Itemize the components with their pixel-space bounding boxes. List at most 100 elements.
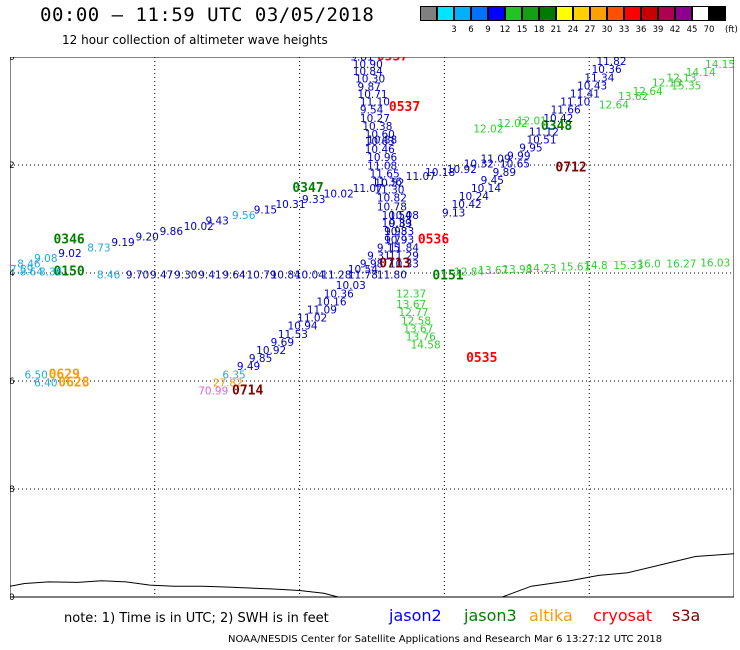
wave-height-label: 10.66 (589, 57, 619, 60)
wave-height-label: 9.20 (135, 232, 158, 244)
pass-time-label: 0537 (377, 57, 408, 64)
wave-height-label: 9.49 (237, 361, 260, 373)
legend-item-s3a: s3a (672, 606, 701, 625)
wave-height-label: 10.82 (377, 193, 407, 205)
scale-swatch (624, 6, 641, 21)
wave-height-label: 11.41 (570, 89, 600, 101)
pass-time-label: 0348 (541, 119, 572, 134)
wave-height-label: 10.32 (464, 159, 494, 171)
wave-height-label: 11.30 (374, 185, 404, 197)
wave-height-label: 9.89 (493, 167, 516, 179)
wave-height-label: 8.46 (97, 269, 121, 281)
wave-height-label: 10.42 (452, 199, 482, 211)
wave-height-label: 13.67 (478, 265, 508, 277)
scale-label: 12 (499, 25, 511, 35)
scale-swatch (692, 6, 709, 21)
wave-height-label: 12.37 (396, 288, 426, 300)
coastline (10, 580, 339, 598)
wave-height-label: 15.35 (671, 80, 701, 92)
wave-height-label: 9.83 (389, 218, 412, 230)
wave-height-label: 12.64 (633, 86, 663, 98)
wave-height-label: 10.43 (577, 80, 607, 92)
scale-swatch (505, 6, 522, 21)
wave-height-label: 10.93 (384, 234, 414, 246)
wave-height-label: 12.02 (497, 118, 527, 130)
wave-height-label: 9.31 (367, 251, 390, 263)
wave-height-label: 8.64 (20, 267, 44, 279)
wave-height-label: 12.13 (652, 78, 682, 90)
wave-height-label: 10.33 (389, 259, 419, 271)
wave-height-label: 11.29 (389, 251, 419, 263)
pass-time-label: 0712 (555, 160, 586, 175)
wave-height-label: 13.67 (396, 299, 426, 311)
scale-swatch (522, 6, 539, 21)
pass-time-label: 0628 (58, 375, 89, 390)
wave-height-label: 10.54 (382, 210, 412, 222)
wave-height-label: 10.16 (316, 296, 346, 308)
wave-height-label: 11.09 (481, 153, 511, 165)
wave-height-label: 10.03 (336, 280, 366, 292)
scale-swatch (454, 6, 471, 21)
wave-height-label: 16.27 (666, 259, 696, 271)
wave-height-label: 9.30 (174, 269, 197, 281)
pass-time-label: 0151 (432, 268, 463, 283)
wave-height-label: 9.19 (111, 237, 134, 249)
wave-height-label: 8.73 (87, 242, 110, 254)
scale-label: 42 (669, 25, 681, 35)
wave-height-label: 9.41 (198, 269, 221, 281)
wave-height-label: 11.53 (278, 329, 308, 341)
wave-height-label: 15.61 (560, 261, 590, 273)
legend-item-altika: altika (529, 606, 573, 625)
wave-height-label: 11.36 (372, 177, 402, 189)
wave-height-label: 11.07 (406, 171, 436, 183)
wave-height-label: 9.15 (254, 205, 277, 217)
wave-height-label: 11.08 (367, 160, 397, 172)
wave-height-label: 9.70 (126, 269, 149, 281)
wave-height-label: 11.12 (529, 126, 559, 138)
legend-item-jason3: jason3 (464, 606, 517, 625)
wave-height-label: 13.76 (406, 332, 436, 344)
wave-height-label: 12.84 (454, 267, 484, 279)
wave-height-label: 11.78 (348, 269, 378, 281)
wave-height-label: 12.64 (599, 99, 629, 111)
wave-height-label: 10.31 (275, 199, 305, 211)
wave-height-label: 10.46 (365, 144, 395, 156)
wave-height-label: 10.54 (348, 264, 378, 276)
wave-height-label: 10.30 (355, 73, 385, 85)
wave-height-label: 10.92 (256, 345, 286, 357)
scale-swatch (437, 6, 454, 21)
wave-height-label: 6.35 (222, 369, 245, 381)
wave-height-label: 11.65 (370, 168, 400, 180)
wave-height-label: 9.87 (358, 81, 381, 93)
wave-height-label: 27.82 (213, 377, 243, 389)
scale-swatch (539, 6, 556, 21)
wave-height-label: 11.10 (560, 97, 590, 109)
wave-height-label: 10.65 (500, 159, 530, 171)
wave-height-label: 9.85 (249, 353, 272, 365)
wave-height-label: 14.23 (526, 263, 556, 275)
wave-height-label: 10.60 (365, 129, 395, 141)
y-tick-label: -62 (10, 161, 15, 171)
scale-label: 21 (550, 25, 562, 35)
wave-height-label: 10.90 (353, 59, 383, 71)
pass-time-label: 0629 (49, 367, 80, 382)
wave-height-label: 10.02 (324, 188, 354, 200)
scale-label: 70 (703, 25, 715, 35)
pass-time-label: 0714 (232, 384, 263, 399)
wave-height-label: 16.0 (637, 259, 660, 271)
wave-height-label: 11.10 (360, 97, 390, 109)
wave-height-label: 11.82 (596, 57, 626, 68)
scale-label: 45 (686, 25, 698, 35)
wave-height-label: 13.98 (502, 264, 532, 276)
wave-height-label: 12.58 (401, 315, 431, 327)
wave-height-label: 7.59 (10, 264, 33, 276)
pass-time-label: 0347 (292, 181, 323, 196)
pass-time-label: 0713 (379, 257, 410, 272)
wave-height-label: 10.14 (471, 183, 501, 195)
scale-label: 39 (652, 25, 664, 35)
wave-height-label: 10.39 (382, 218, 412, 230)
wave-height-label: 12.13 (666, 72, 696, 84)
wave-height-label: 9.08 (34, 253, 57, 265)
y-tick-label: -68 (10, 485, 15, 495)
